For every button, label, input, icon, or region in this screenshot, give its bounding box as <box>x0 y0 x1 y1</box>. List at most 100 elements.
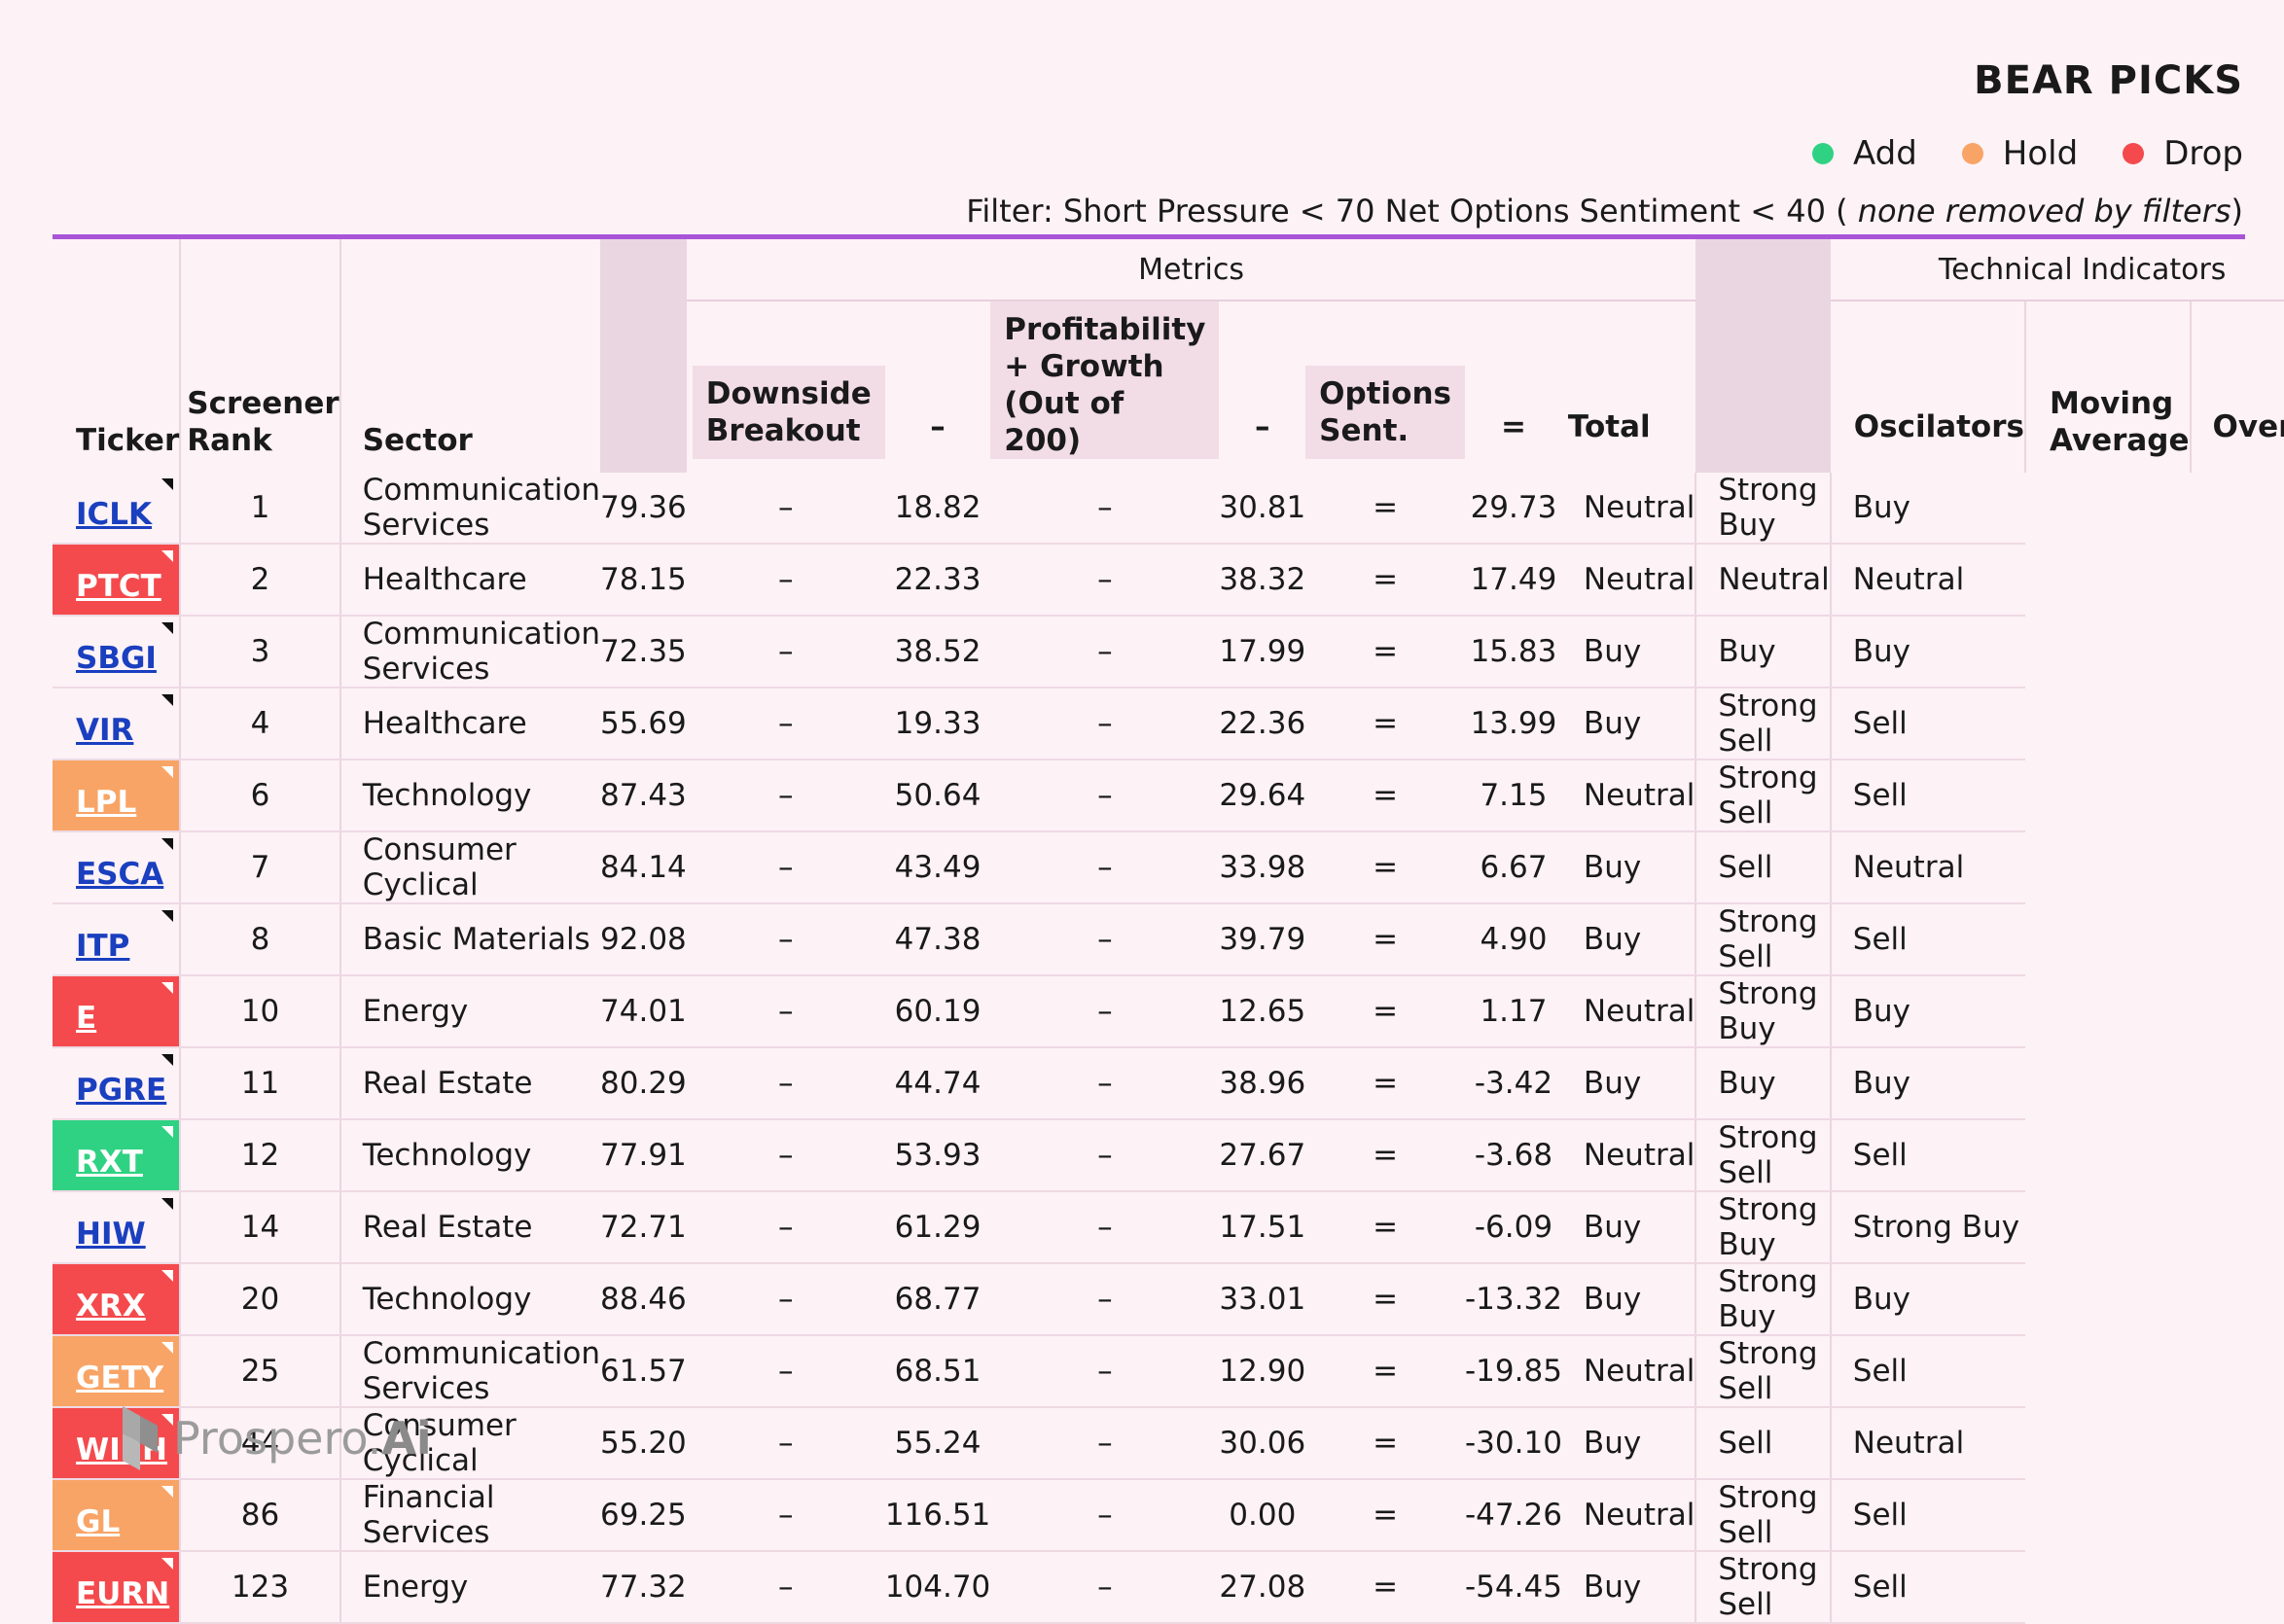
equals-cell: = <box>1305 1479 1465 1552</box>
ticker-link[interactable]: PGRE <box>76 1073 167 1108</box>
minus-cell: – <box>990 903 1220 976</box>
moving-average-cell: Strong Sell <box>1695 688 1831 760</box>
options-cell: 17.99 <box>1219 616 1306 688</box>
moving-average-cell: Strong Sell <box>1695 903 1831 976</box>
ticker-link[interactable]: GETY <box>76 1360 164 1395</box>
ticker-cell: XRX <box>53 1263 181 1336</box>
overall-cell: Sell <box>1829 759 2025 832</box>
sector-cell: Healthcare <box>339 688 601 760</box>
table-row: WISH 44 Consumer Cyclical 55.20–55.24–30.06… <box>53 1407 2284 1480</box>
hold-dot-icon <box>1961 143 1983 164</box>
minus-cell: – <box>990 1407 1220 1480</box>
oscillators-cell: Neutral <box>1561 759 1696 832</box>
moving-average-cell: Neutral <box>1695 544 1831 617</box>
overall-cell: Neutral <box>1829 544 2025 617</box>
downside-cell: 84.14 <box>600 831 687 904</box>
ticker-link[interactable]: RXT <box>76 1145 143 1180</box>
ticker-link[interactable]: EURN <box>76 1576 170 1611</box>
note-marker-icon <box>161 1126 174 1138</box>
page-title: BEAR PICKS <box>1974 58 2243 103</box>
op-minus: – <box>1255 409 1270 444</box>
table-row: SBGI 3 Communication Services 72.35–38.52–1… <box>53 616 2284 688</box>
col-options-line2: Sent. <box>1319 413 1410 448</box>
ticker-link[interactable]: ESCA <box>76 857 164 892</box>
group-technical: Technical Indicators <box>1830 239 2284 301</box>
legend-drop: Drop <box>2123 134 2243 173</box>
ticker-link[interactable]: PTCT <box>76 569 161 604</box>
oscillators-cell: Neutral <box>1561 1335 1696 1408</box>
downside-cell: 79.36 <box>600 473 687 545</box>
moving-average-cell: Strong Sell <box>1695 1119 1831 1192</box>
downside-cell: 78.15 <box>600 544 687 617</box>
ticker-link[interactable]: XRX <box>76 1289 146 1324</box>
total-cell: 6.67 <box>1464 831 1562 904</box>
note-marker-icon <box>161 1342 174 1354</box>
profitability-cell: 60.19 <box>884 975 991 1048</box>
ticker-cell: ICLK <box>53 473 181 545</box>
profitability-cell: 18.82 <box>884 473 991 545</box>
minus-cell: – <box>990 1119 1220 1192</box>
equals-cell: = <box>1305 1119 1465 1192</box>
profitability-cell: 68.51 <box>884 1335 991 1408</box>
ticker-link[interactable]: LPL <box>76 785 137 820</box>
total-cell: 15.83 <box>1464 616 1562 688</box>
ticker-cell: HIW <box>53 1191 181 1264</box>
total-cell: -47.26 <box>1464 1479 1562 1552</box>
note-marker-icon <box>161 550 174 562</box>
ticker-link[interactable]: ITP <box>76 929 130 964</box>
table-row: PTCT 2 Healthcare 78.15–22.33–38.32 = 17.49 Ne… <box>53 544 2284 617</box>
overall-cell: Buy <box>1829 1047 2025 1120</box>
ticker-link[interactable]: E <box>76 1001 97 1036</box>
downside-cell: 80.29 <box>600 1047 687 1120</box>
minus-cell: – <box>686 544 885 617</box>
minus-cell: – <box>686 1263 885 1336</box>
rank-cell: 2 <box>179 544 340 617</box>
options-cell: 30.81 <box>1219 473 1306 545</box>
minus-cell: – <box>686 759 885 832</box>
options-cell: 12.65 <box>1219 975 1306 1048</box>
minus-cell: – <box>686 616 885 688</box>
table-row: RXT 12 Technology 77.91–53.93–27.67 = -3.68 Ne… <box>53 1119 2284 1192</box>
moving-average-cell: Strong Sell <box>1695 1551 1831 1624</box>
group-metrics: Metrics <box>686 239 1696 301</box>
rank-cell: 3 <box>179 616 340 688</box>
ticker-cell: ITP <box>53 903 181 976</box>
downside-cell: 77.32 <box>600 1551 687 1624</box>
ticker-link[interactable]: ICLK <box>76 497 153 532</box>
profitability-cell: 44.74 <box>884 1047 991 1120</box>
sector-cell: Communication Services <box>339 616 601 688</box>
equals-cell: = <box>1305 831 1465 904</box>
ticker-link[interactable]: VIR <box>76 713 134 748</box>
options-cell: 30.06 <box>1219 1407 1306 1480</box>
moving-average-cell: Strong Sell <box>1695 1479 1831 1552</box>
ticker-link[interactable]: HIW <box>76 1217 146 1252</box>
moving-average-cell: Strong Sell <box>1695 759 1831 832</box>
total-cell: 29.73 <box>1464 473 1562 545</box>
ticker-link[interactable]: SBGI <box>76 641 157 676</box>
col-moving-average: Moving Average <box>2023 300 2191 473</box>
ticker-link[interactable]: GL <box>76 1504 121 1539</box>
downside-cell: 72.35 <box>600 616 687 688</box>
equals-cell: = <box>1305 473 1465 545</box>
sector-cell: Communication Services <box>339 473 601 545</box>
oscillators-cell: Buy <box>1561 688 1696 760</box>
oscillators-cell: Buy <box>1561 1191 1696 1264</box>
sector-cell: Healthcare <box>339 544 601 617</box>
rank-cell: 10 <box>179 975 340 1048</box>
header-divider <box>53 234 2245 239</box>
col-total: Total <box>1567 409 1651 444</box>
col-profit-line2: + Growth <box>1004 349 1164 384</box>
rank-cell: 4 <box>179 688 340 760</box>
oscillators-cell: Buy <box>1561 1551 1696 1624</box>
op-equals: = <box>1500 409 1526 444</box>
table-row: ESCA 7 Consumer Cyclical 84.14–43.49–33.98 =… <box>53 831 2284 904</box>
profitability-cell: 53.93 <box>884 1119 991 1192</box>
overall-cell: Sell <box>1829 903 2025 976</box>
prospero-logo-icon <box>123 1406 158 1470</box>
ticker-cell: WISH <box>53 1407 181 1480</box>
ticker-cell: ESCA <box>53 831 181 904</box>
total-cell: -6.09 <box>1464 1191 1562 1264</box>
oscillators-cell: Neutral <box>1561 473 1696 545</box>
minus-cell: – <box>686 1335 885 1408</box>
sector-cell: Energy <box>339 975 601 1048</box>
